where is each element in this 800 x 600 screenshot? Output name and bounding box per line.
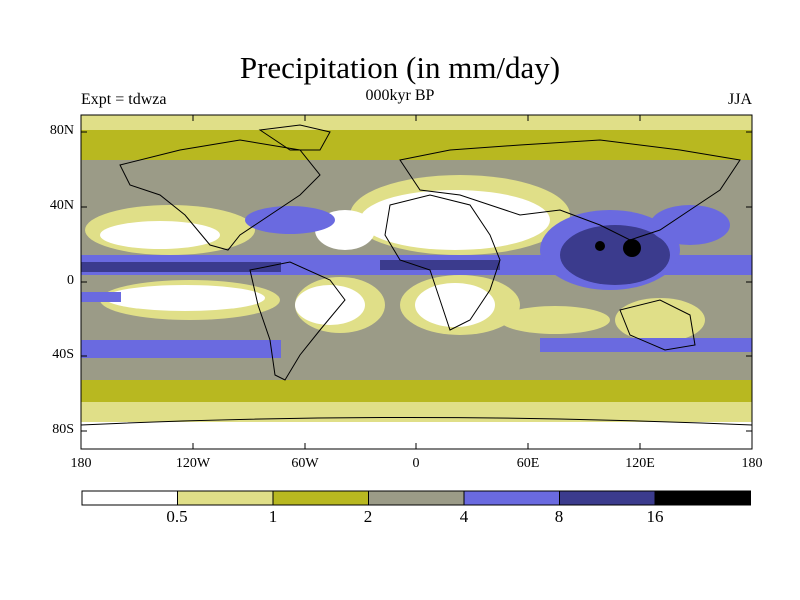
colorbar-level-label: 2 [363, 507, 373, 526]
colorbar-swatch [463, 490, 560, 506]
map-title: Precipitation (in mm/day) [239, 50, 561, 85]
map-panel [80, 114, 753, 450]
x-tick-label: 180 [70, 456, 92, 471]
colorbar-level-label: 1 [268, 507, 278, 526]
x-tick-label: 60W [291, 456, 319, 471]
y-tick-label: 80N [49, 123, 74, 138]
colorbar-level-label: 16 [646, 507, 664, 526]
colorbar-swatch [177, 490, 274, 506]
experiment-label: Expt = tdwza [81, 91, 167, 108]
colorbar-level-label: 4 [459, 507, 469, 526]
colorbar-swatch [559, 490, 656, 506]
colorbar-swatch [368, 490, 465, 506]
y-tick-label: 40N [49, 198, 74, 213]
x-tick-label: 120E [625, 456, 655, 471]
colorbar-level-label: 8 [554, 507, 564, 526]
x-tick-label: 60E [516, 456, 540, 471]
period-label: 000kyr BP [365, 87, 435, 104]
x-tick-label: 180 [741, 456, 763, 471]
y-tick-label: 0 [67, 273, 74, 288]
colorbar-swatch [81, 490, 178, 506]
y-tick-label: 40S [52, 347, 74, 362]
x-tick-label: 120W [175, 456, 211, 471]
season-label: JJA [727, 91, 752, 108]
x-tick-label: 0 [412, 456, 420, 471]
colorbar-swatch [272, 490, 369, 506]
colorbar [81, 490, 751, 506]
y-tick-label: 80S [52, 422, 74, 437]
colorbar-level-label: 0.5 [166, 507, 188, 526]
colorbar-swatch [654, 490, 751, 506]
